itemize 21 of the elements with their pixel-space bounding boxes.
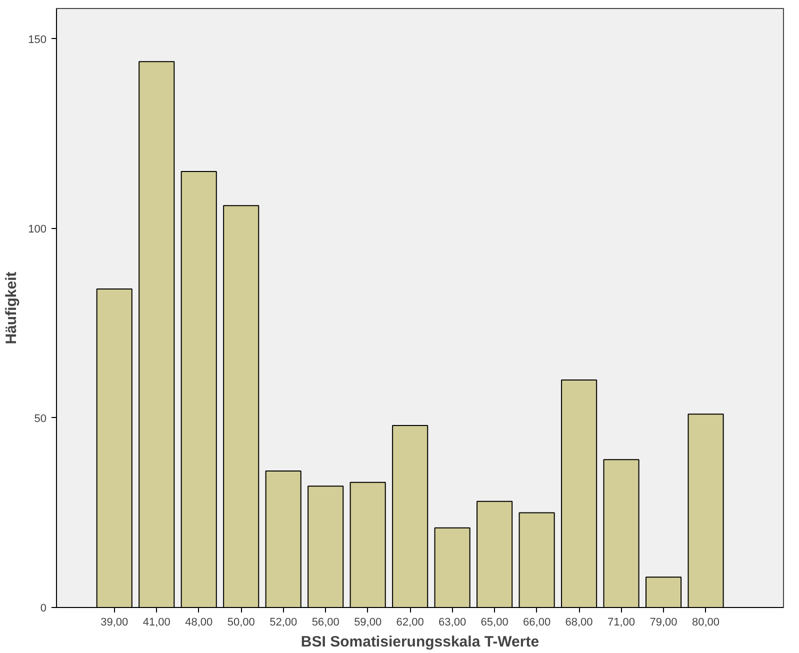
x-tick-label: 39,00 — [100, 616, 128, 628]
y-tick-label: 100 — [28, 223, 47, 236]
x-tick-label: 48,00 — [185, 616, 213, 628]
x-tick-label: 66,00 — [523, 616, 551, 628]
y-tick-label: 50 — [34, 412, 47, 425]
y-tick-label: 0 — [40, 602, 47, 614]
x-tick-label: 41,00 — [142, 616, 170, 628]
x-tick-label: 65,00 — [480, 616, 508, 628]
x-tick-label: 50,00 — [227, 616, 255, 628]
x-tick-label: 80,00 — [692, 616, 720, 628]
x-axis-title: BSI Somatisierungsskala T-Werte — [300, 634, 540, 650]
x-tick-label: 71,00 — [608, 616, 636, 628]
x-tick-label: 63,00 — [438, 616, 466, 628]
x-tick-label: 52,00 — [270, 616, 298, 628]
y-axis-title: Häufigkeit — [3, 272, 20, 344]
x-tick-label: 79,00 — [650, 616, 678, 628]
x-tick-label: 56,00 — [312, 616, 340, 628]
x-tick-label: 68,00 — [565, 616, 593, 628]
x-tick-label: 59,00 — [354, 616, 382, 628]
y-tick-label: 150 — [28, 34, 47, 46]
x-tick-label: 62,00 — [396, 616, 424, 628]
